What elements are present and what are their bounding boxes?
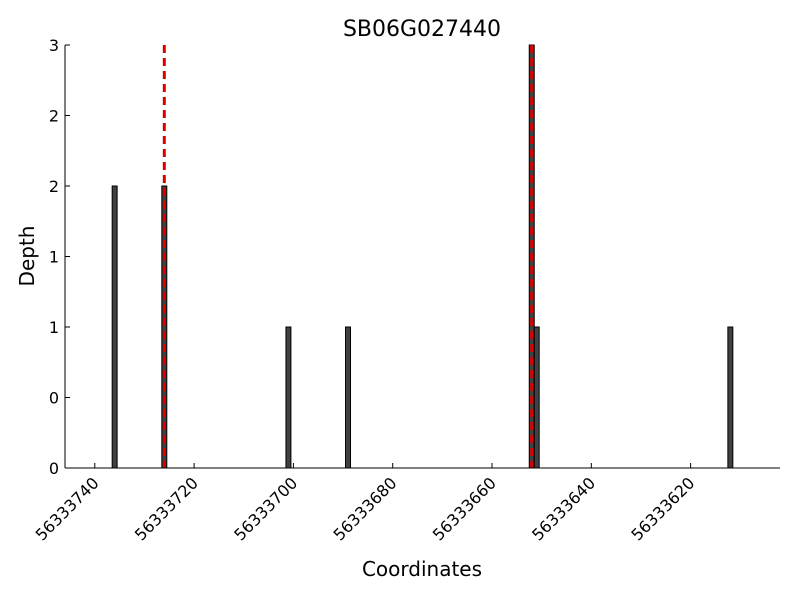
y-axis-label: Depth: [15, 226, 39, 287]
x-tick-label: 56333680: [330, 473, 401, 544]
y-tick-label: 0: [49, 389, 59, 408]
x-tick-label: 56333660: [429, 473, 500, 544]
y-tick-label: 1: [49, 318, 59, 337]
y-tick-label: 0: [49, 459, 59, 478]
bar: [727, 326, 734, 469]
bar: [285, 326, 292, 469]
y-tick-label: 2: [49, 177, 59, 196]
x-axis-label: Coordinates: [362, 557, 482, 581]
x-tick-label: 56333640: [528, 473, 599, 544]
x-tick-label: 56333720: [131, 473, 202, 544]
chart-title: SB06G027440: [343, 17, 501, 42]
y-tick-label: 2: [49, 107, 59, 126]
bar: [345, 326, 352, 469]
x-tick-label: 56333700: [230, 473, 301, 544]
y-tick-label: 1: [49, 248, 59, 267]
bar: [111, 185, 118, 469]
y-tick-label: 3: [49, 36, 59, 55]
bar: [533, 326, 540, 469]
x-tick-label: 56333740: [32, 473, 103, 544]
x-tick-label: 56333620: [627, 473, 698, 544]
